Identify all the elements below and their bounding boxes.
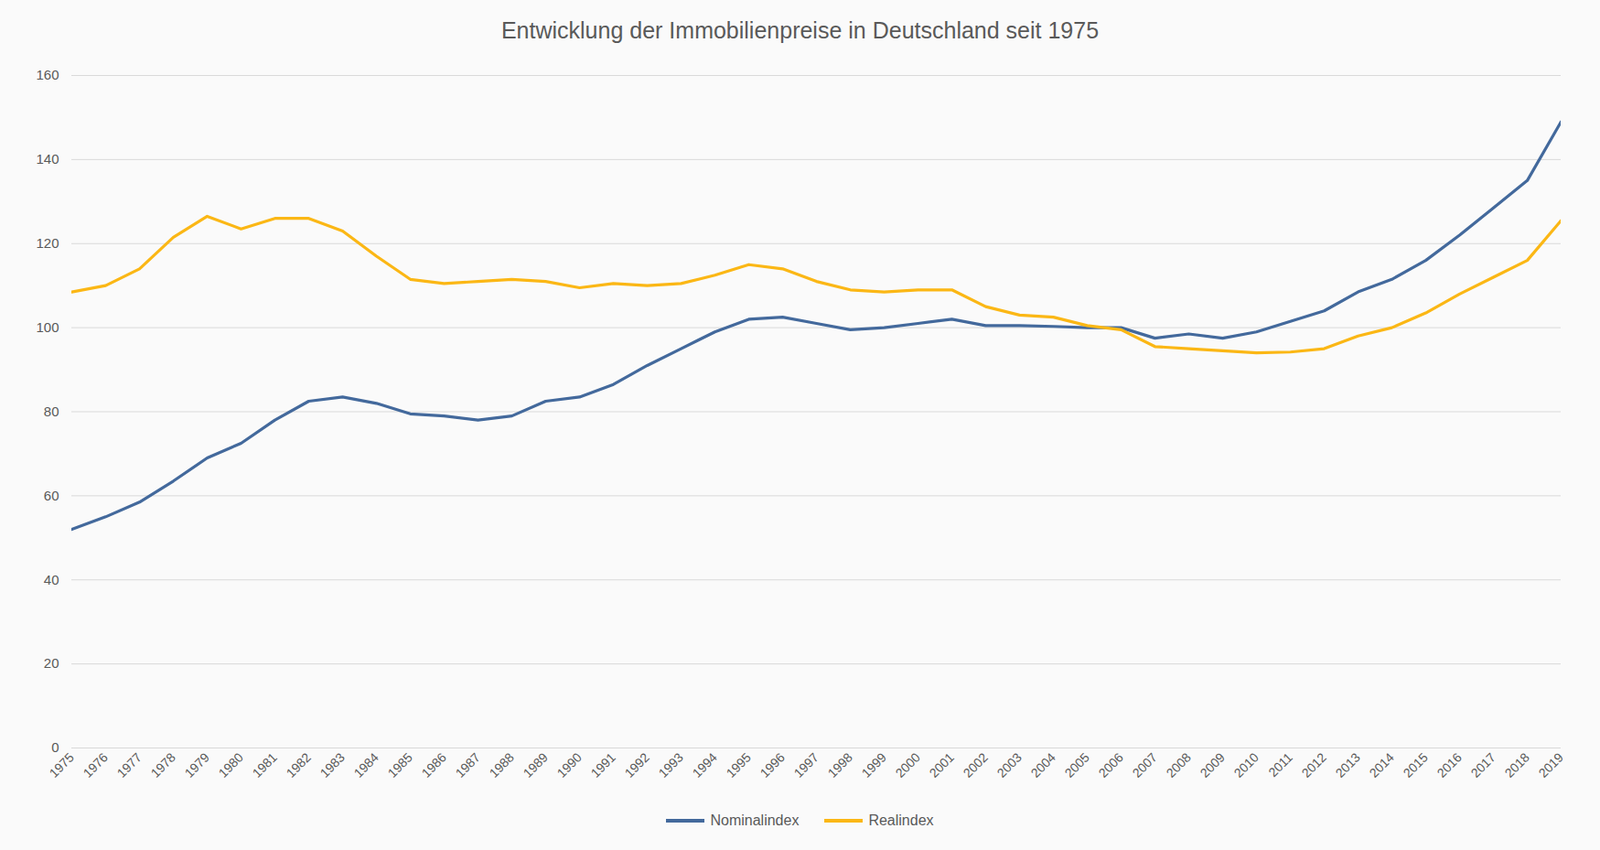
svg-text:1986: 1986 [418,749,449,780]
svg-text:1977: 1977 [113,749,144,780]
svg-text:2018: 2018 [1501,749,1532,780]
svg-text:2000: 2000 [891,749,923,780]
svg-text:2012: 2012 [1298,749,1329,780]
svg-text:1976: 1976 [79,749,110,780]
svg-text:1980: 1980 [214,749,246,780]
svg-text:0: 0 [51,739,59,755]
svg-text:1999: 1999 [858,749,889,780]
svg-text:1979: 1979 [181,749,212,780]
svg-text:120: 120 [35,235,59,251]
svg-text:1981: 1981 [248,749,280,780]
svg-text:2014: 2014 [1365,749,1396,780]
svg-text:160: 160 [35,66,59,83]
svg-text:2003: 2003 [993,749,1024,780]
svg-text:20: 20 [43,655,60,671]
svg-text:1994: 1994 [688,749,720,780]
svg-text:2004: 2004 [1027,749,1058,780]
svg-text:2005: 2005 [1061,749,1092,780]
svg-text:1987: 1987 [451,749,483,780]
svg-text:2006: 2006 [1095,749,1126,780]
svg-text:140: 140 [35,150,59,167]
svg-text:100: 100 [35,319,59,335]
html-text:Nominalindex: Nominalindex [710,812,799,828]
html-text:Realindex: Realindex [868,812,934,828]
svg-text:60: 60 [43,487,60,504]
svg-text:1989: 1989 [519,749,550,780]
svg-text:2017: 2017 [1467,749,1498,780]
svg-text:2009: 2009 [1196,749,1227,780]
svg-text:2007: 2007 [1128,749,1160,780]
svg-text:2016: 2016 [1433,749,1464,780]
svg-text:2002: 2002 [959,749,990,780]
svg-text:1982: 1982 [282,749,313,780]
svg-text:1988: 1988 [485,749,516,780]
svg-text:2010: 2010 [1230,749,1261,780]
svg-text:80: 80 [43,403,60,419]
svg-text:1992: 1992 [621,749,652,780]
svg-text:2015: 2015 [1399,749,1430,780]
svg-text:2008: 2008 [1162,749,1193,780]
svg-text:40: 40 [43,571,60,588]
svg-text:1996: 1996 [756,749,787,780]
svg-text:2001: 2001 [925,749,956,780]
svg-text:2013: 2013 [1331,749,1363,780]
svg-text:1978: 1978 [147,749,178,780]
svg-text:2011: 2011 [1265,749,1296,780]
svg-text:1984: 1984 [350,749,381,780]
html-text:Entwicklung der Immobilienprei: Entwicklung der Immobilienpreise in Deut… [501,17,1099,43]
svg-text:2019: 2019 [1535,749,1566,780]
svg-text:1990: 1990 [553,749,584,780]
svg-text:1983: 1983 [316,749,347,780]
svg-text:1997: 1997 [790,749,821,780]
svg-text:1975: 1975 [45,749,76,780]
svg-text:1985: 1985 [384,749,415,780]
svg-text:1993: 1993 [655,749,686,780]
svg-text:1998: 1998 [824,749,855,780]
svg-text:1991: 1991 [587,749,618,780]
svg-text:1995: 1995 [722,749,753,780]
